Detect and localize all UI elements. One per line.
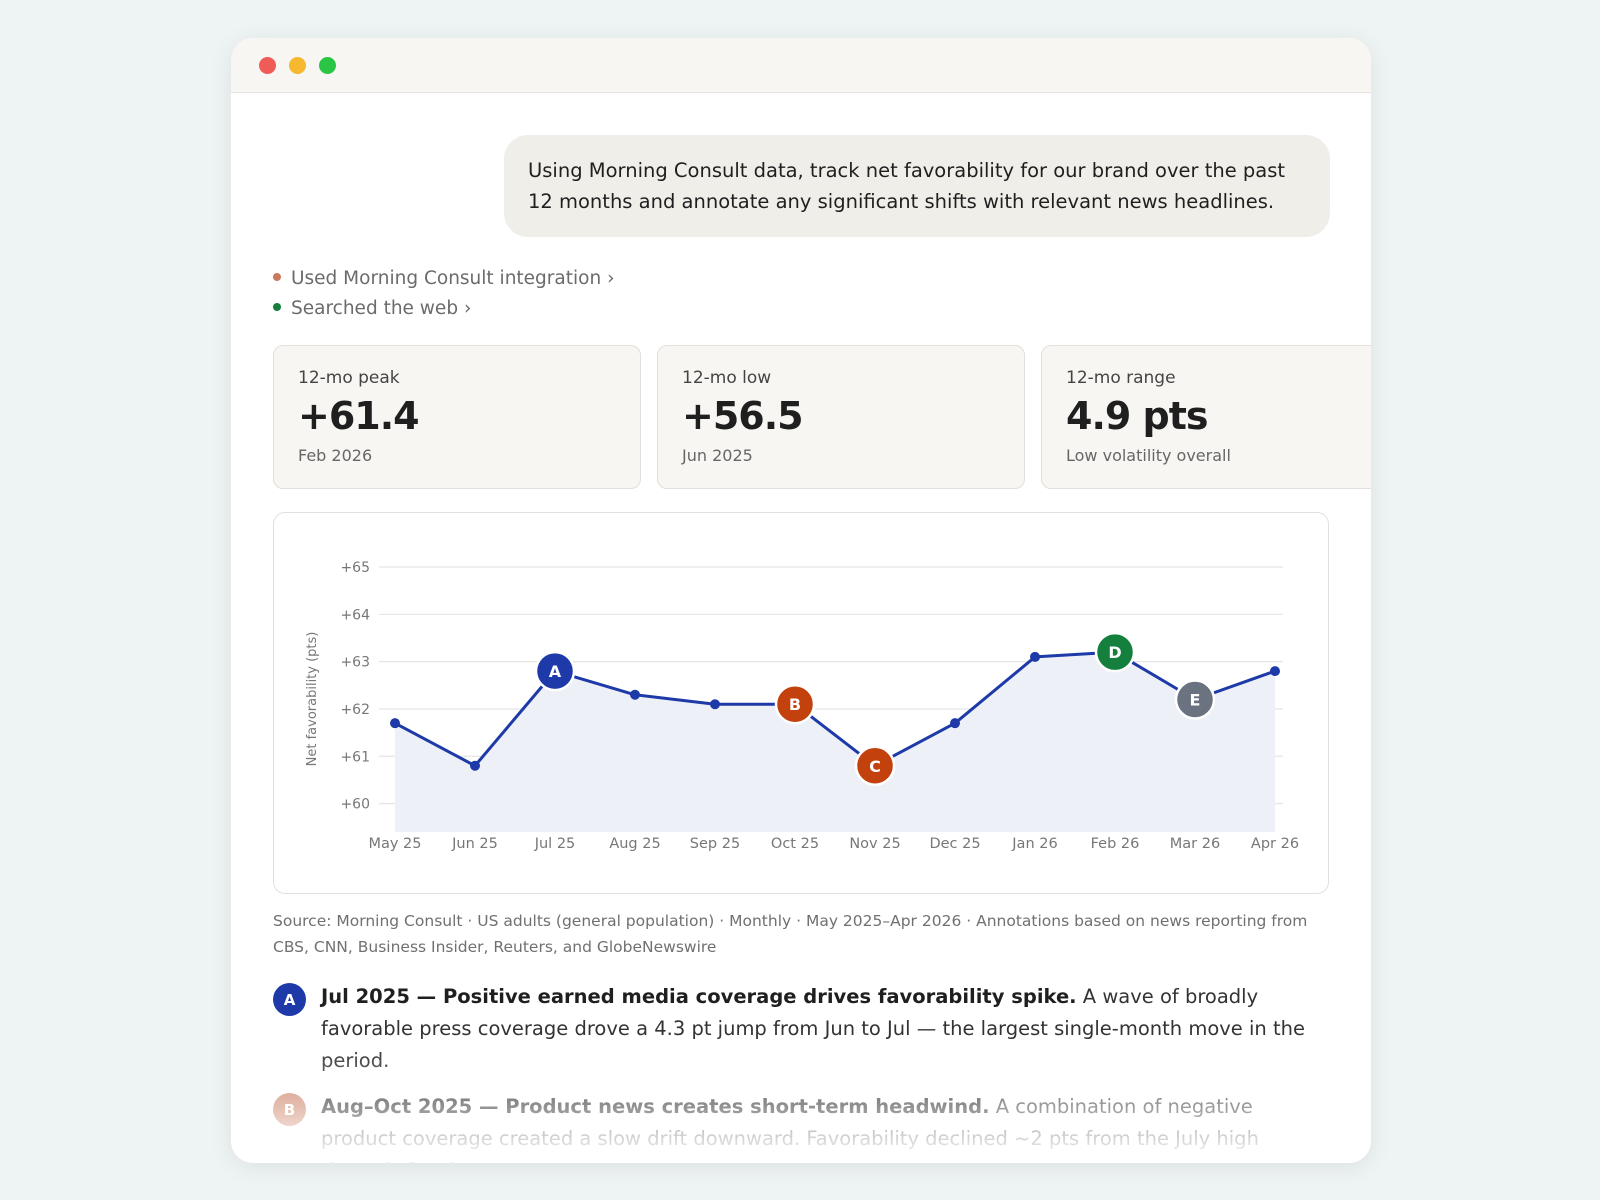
data-point <box>950 718 960 729</box>
annotation-label: E <box>1190 691 1201 710</box>
y-axis-title: Net favorability (pts) <box>305 632 320 767</box>
stat-note: Low volatility overall <box>1066 446 1231 465</box>
annotation-label: A <box>549 662 562 681</box>
stat-label: 12-mo peak <box>298 368 400 388</box>
stat-label: 12-mo range <box>1066 368 1176 388</box>
x-tick-label: Nov 25 <box>849 836 900 852</box>
stat-note: Feb 2026 <box>298 446 373 465</box>
x-tick-label: Jan 26 <box>1011 836 1057 852</box>
x-tick-label: Feb 26 <box>1091 836 1140 852</box>
x-tick-label: Jul 25 <box>534 836 576 852</box>
chart-card: Net favorability (pts) +60 +61 +62 +63 +64 +65… <box>273 512 1329 894</box>
data-point <box>1030 651 1040 662</box>
stat-cards: 12-mo peak +61.4 Feb 2026 12-mo low +56.5 Jun… <box>273 345 1371 489</box>
user-message: Using Morning Consult data, track net fa… <box>504 135 1330 237</box>
y-tick-label: +60 <box>340 797 370 813</box>
x-tick-label: Sep 25 <box>690 836 740 852</box>
annotation-marker <box>854 745 896 786</box>
data-point <box>390 718 400 729</box>
data-point <box>630 689 640 700</box>
stat-card: 12-mo low +56.5 Jun 2025 <box>657 345 1025 489</box>
x-tick-label: Oct 25 <box>771 836 819 852</box>
stat-value: 4.9 pts <box>1066 394 1209 438</box>
y-tick-label: +62 <box>340 702 370 718</box>
title-bar <box>231 38 1371 93</box>
tool-uses: Used Morning Consult integration › Search… <box>273 264 614 324</box>
note-marker: A <box>273 983 306 1016</box>
annotation-label: D <box>1108 643 1121 662</box>
status-dot <box>273 273 281 281</box>
y-tick-label: +65 <box>340 560 370 576</box>
annotation-label: C <box>869 757 881 776</box>
area <box>395 652 1275 832</box>
x-tick-label: Mar 26 <box>1170 836 1220 852</box>
minimize-button[interactable] <box>289 57 306 74</box>
annotation-marker <box>1174 679 1216 720</box>
window: Using Morning Consult data, track net fa… <box>231 38 1371 1163</box>
note-headline: Jul 2025 — Positive earned media coverag… <box>321 985 1077 1008</box>
annotation-marker <box>1094 631 1136 673</box>
annotation-marker <box>534 650 576 692</box>
maximize-button[interactable] <box>319 57 336 74</box>
data-point <box>1270 666 1280 677</box>
status-dot <box>273 303 281 311</box>
x-tick-label: Apr 26 <box>1251 836 1299 852</box>
stat-value: +61.4 <box>298 394 420 438</box>
fade-overlay <box>231 1048 1371 1163</box>
annotation-label: B <box>789 695 801 714</box>
close-button[interactable] <box>259 57 276 74</box>
tool-label: Searched the web › <box>291 298 472 319</box>
tool-use[interactable]: Used Morning Consult integration › <box>273 264 614 294</box>
stat-card: 12-mo range 4.9 pts Low volatility overall <box>1041 345 1371 489</box>
data-point <box>710 699 720 710</box>
stat-card: 12-mo peak +61.4 Feb 2026 <box>273 345 641 489</box>
x-tick-label: Jun 25 <box>451 836 498 852</box>
stat-note: Jun 2025 <box>682 446 753 465</box>
annotation-marker <box>774 683 816 725</box>
source-note: Source: Morning Consult · US adults (gen… <box>273 912 1308 956</box>
chart: Net favorability (pts) +60 +61 +62 +63 +64 +65… <box>305 560 1299 852</box>
y-tick-label: +64 <box>340 607 370 623</box>
x-tick-label: Dec 25 <box>929 836 980 852</box>
x-tick-label: Aug 25 <box>609 836 660 852</box>
y-tick-label: +63 <box>340 655 370 671</box>
x-tick-label: May 25 <box>368 836 421 852</box>
tool-label: Used Morning Consult integration › <box>291 268 615 289</box>
y-tick-label: +61 <box>340 749 370 765</box>
stat-value: +56.5 <box>682 394 804 438</box>
stat-label: 12-mo low <box>682 368 772 388</box>
data-point <box>470 760 480 771</box>
tool-use[interactable]: Searched the web › <box>273 294 614 324</box>
